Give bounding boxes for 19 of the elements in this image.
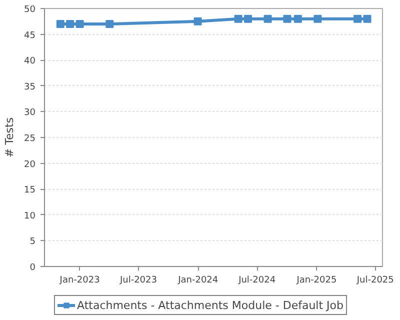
- x-tick-label: Jan-2025: [296, 276, 337, 286]
- x-tick-label: Jan-2024: [177, 276, 218, 286]
- y-tick-label: 45: [24, 30, 36, 41]
- y-tick-label: 0: [30, 263, 36, 273]
- y-tick-label: 10: [24, 211, 36, 222]
- x-tick-label: Jul-2025: [356, 276, 394, 286]
- y-tick-label: 30: [24, 108, 36, 118]
- x-tick-label: Jan-2023: [58, 276, 100, 286]
- y-tick-label: 35: [24, 82, 36, 92]
- y-tick-label: 20: [24, 160, 36, 170]
- y-tick-label: 50: [24, 5, 36, 15]
- x-tick-label: Jul-2023: [118, 276, 157, 286]
- y-tick-label: 25: [24, 134, 36, 144]
- x-tick-label: Jul-2024: [238, 276, 276, 286]
- legend-label: Attachments - Attachments Module - Default Job: [77, 298, 344, 312]
- y-tick-label: 40: [24, 56, 36, 67]
- y-axis-title: # Tests: [3, 117, 16, 158]
- y-tick-label: 5: [30, 237, 36, 248]
- y-tick-label: 15: [24, 186, 36, 196]
